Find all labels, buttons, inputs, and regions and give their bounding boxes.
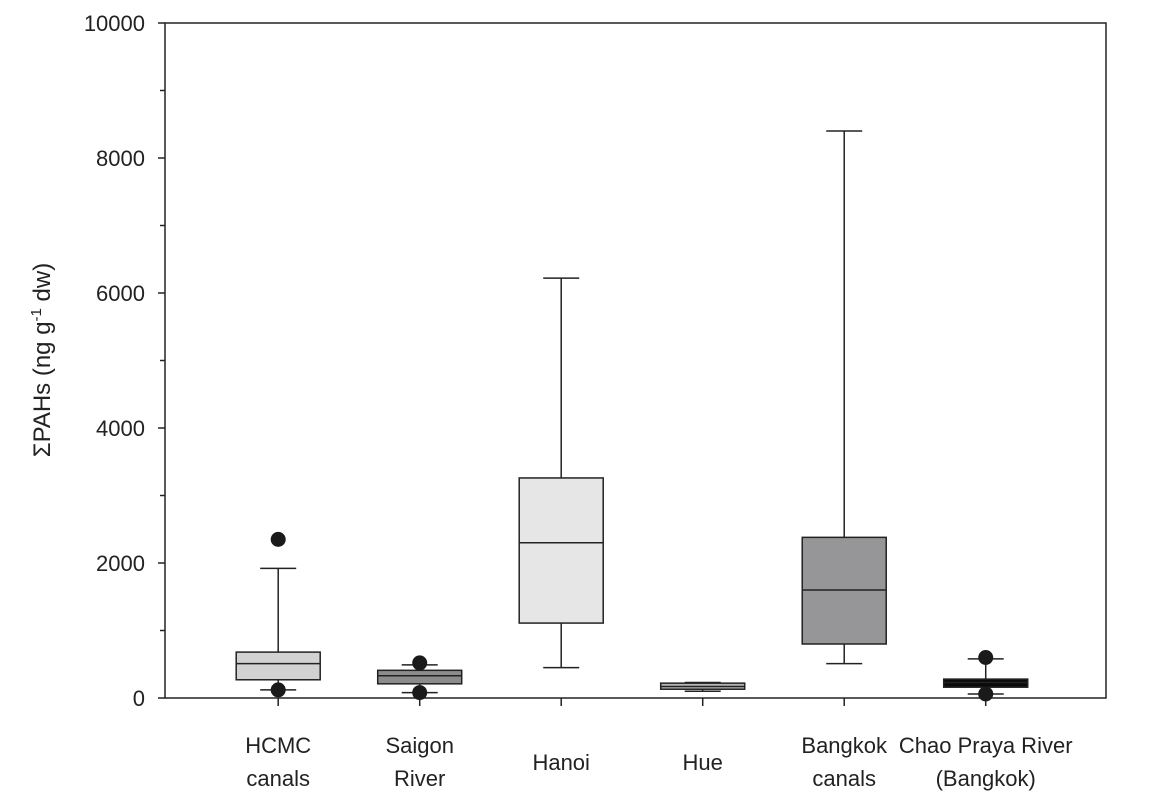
y-axis-label-main: ΣPAHs (ng g [29, 321, 56, 457]
x-tick-label: Bangkok [801, 733, 888, 758]
box-group [659, 681, 746, 692]
y-axis-label: ΣPAHs (ng g-1 dw) [28, 263, 56, 457]
y-axis-label-superscript: -1 [28, 308, 45, 321]
x-axis: HCMC canals Saigon River Hanoi Hue Bangkok cana… [245, 698, 1073, 791]
y-tick-label: 2000 [96, 551, 145, 576]
x-tick-label: River [394, 766, 445, 791]
y-tick-label: 10000 [84, 11, 145, 36]
outlier-point [270, 682, 286, 698]
outlier-point [412, 685, 428, 701]
outlier-point [978, 686, 994, 702]
outlier-point [412, 655, 428, 671]
x-tick-label: Saigon [385, 733, 454, 758]
y-axis-label-unit: dw) [29, 263, 56, 308]
plot-frame [164, 22, 1107, 699]
y-tick-label: 8000 [96, 146, 145, 171]
x-tick-label: Hanoi [532, 750, 589, 775]
box-group [376, 655, 463, 701]
y-tick-label: 6000 [96, 281, 145, 306]
box-group [518, 277, 604, 669]
x-tick-label: Hue [683, 750, 723, 775]
iqr-box [518, 477, 604, 624]
boxes-layer [235, 130, 1029, 702]
x-tick-label: (Bangkok) [936, 766, 1036, 791]
outlier-point [978, 650, 994, 665]
box-group [942, 650, 1029, 702]
iqr-box [376, 669, 463, 685]
x-tick-label: Chao Praya River [899, 733, 1073, 758]
x-tick-label: HCMC [245, 733, 311, 758]
iqr-box [235, 651, 321, 681]
box-group [235, 531, 321, 698]
x-tick-label: canals [246, 766, 310, 791]
outlier-point [270, 531, 286, 547]
box-group [801, 130, 887, 665]
y-tick-label: 4000 [96, 416, 145, 441]
y-tick-label: 0 [133, 686, 145, 711]
y-axis: 0 2000 4000 6000 8000 10000 [84, 11, 165, 711]
x-tick-label: canals [812, 766, 876, 791]
